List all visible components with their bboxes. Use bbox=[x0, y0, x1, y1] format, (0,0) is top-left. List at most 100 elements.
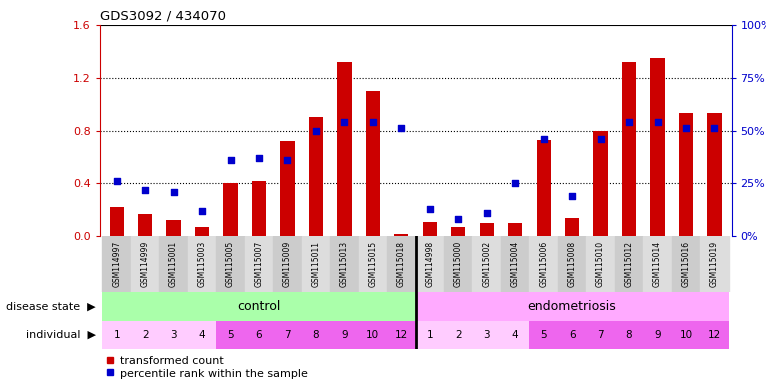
Bar bbox=[473, 236, 501, 292]
Bar bbox=[188, 236, 216, 292]
Bar bbox=[252, 181, 266, 236]
Text: GSM115019: GSM115019 bbox=[710, 241, 719, 287]
Text: GSM115001: GSM115001 bbox=[169, 241, 178, 287]
Point bbox=[196, 208, 208, 214]
Text: 4: 4 bbox=[512, 330, 519, 340]
Bar bbox=[415, 292, 728, 321]
Bar bbox=[273, 321, 302, 349]
Text: GDS3092 / 434070: GDS3092 / 434070 bbox=[100, 9, 225, 22]
Bar bbox=[245, 321, 273, 349]
Text: GSM114999: GSM114999 bbox=[141, 241, 149, 287]
Bar bbox=[302, 236, 330, 292]
Bar bbox=[444, 321, 473, 349]
Point bbox=[224, 157, 237, 163]
Bar bbox=[650, 58, 665, 236]
Text: 9: 9 bbox=[341, 330, 348, 340]
Bar bbox=[529, 236, 558, 292]
Bar bbox=[103, 292, 415, 321]
Text: 5: 5 bbox=[228, 330, 234, 340]
Text: 3: 3 bbox=[483, 330, 490, 340]
Bar bbox=[273, 236, 302, 292]
Text: endometriosis: endometriosis bbox=[528, 300, 617, 313]
Point bbox=[253, 155, 265, 161]
Text: 7: 7 bbox=[597, 330, 604, 340]
Text: 6: 6 bbox=[569, 330, 575, 340]
Text: 12: 12 bbox=[708, 330, 721, 340]
Bar bbox=[529, 321, 558, 349]
Legend: transformed count, percentile rank within the sample: transformed count, percentile rank withi… bbox=[105, 355, 309, 380]
Point bbox=[168, 189, 180, 195]
Bar bbox=[586, 321, 615, 349]
Bar bbox=[387, 236, 415, 292]
Bar bbox=[451, 227, 466, 236]
Bar bbox=[586, 236, 615, 292]
Bar bbox=[103, 321, 131, 349]
Bar bbox=[622, 62, 637, 236]
Point bbox=[339, 119, 351, 125]
Text: 3: 3 bbox=[170, 330, 177, 340]
Bar bbox=[536, 140, 551, 236]
Text: 9: 9 bbox=[654, 330, 661, 340]
Bar bbox=[594, 131, 607, 236]
Text: 2: 2 bbox=[142, 330, 149, 340]
Bar bbox=[558, 236, 586, 292]
Point bbox=[309, 127, 322, 134]
Text: 1: 1 bbox=[427, 330, 433, 340]
Bar bbox=[131, 236, 159, 292]
Bar bbox=[138, 214, 152, 236]
Bar bbox=[415, 236, 444, 292]
Bar bbox=[280, 141, 295, 236]
Point bbox=[566, 193, 578, 199]
Bar bbox=[508, 223, 522, 236]
Bar bbox=[558, 321, 586, 349]
Text: GSM115012: GSM115012 bbox=[624, 241, 633, 287]
Bar bbox=[415, 321, 444, 349]
Bar bbox=[700, 236, 728, 292]
Text: GSM115002: GSM115002 bbox=[483, 241, 491, 287]
Bar bbox=[394, 233, 408, 236]
Bar bbox=[330, 236, 358, 292]
Text: 7: 7 bbox=[284, 330, 291, 340]
Bar bbox=[302, 321, 330, 349]
Bar bbox=[643, 321, 672, 349]
Text: GSM115013: GSM115013 bbox=[340, 241, 349, 287]
Bar bbox=[224, 184, 237, 236]
Text: GSM115007: GSM115007 bbox=[254, 241, 264, 287]
Point bbox=[139, 187, 151, 193]
Bar bbox=[216, 236, 245, 292]
Text: 5: 5 bbox=[540, 330, 547, 340]
Text: GSM114997: GSM114997 bbox=[112, 241, 121, 287]
Bar bbox=[216, 321, 245, 349]
Point bbox=[480, 210, 493, 216]
Text: GSM115016: GSM115016 bbox=[682, 241, 690, 287]
Bar bbox=[245, 236, 273, 292]
Bar bbox=[365, 91, 380, 236]
Point bbox=[395, 125, 408, 131]
Bar bbox=[330, 321, 358, 349]
Bar bbox=[480, 223, 494, 236]
Point bbox=[709, 125, 721, 131]
Bar bbox=[358, 321, 387, 349]
Bar bbox=[195, 227, 209, 236]
Point bbox=[452, 216, 464, 222]
Point bbox=[680, 125, 692, 131]
Bar bbox=[707, 113, 722, 236]
Text: GSM115008: GSM115008 bbox=[568, 241, 577, 287]
Bar bbox=[615, 236, 643, 292]
Bar bbox=[501, 321, 529, 349]
Bar bbox=[131, 321, 159, 349]
Bar bbox=[700, 321, 728, 349]
Text: control: control bbox=[237, 300, 280, 313]
Text: 8: 8 bbox=[313, 330, 319, 340]
Point bbox=[651, 119, 663, 125]
Bar bbox=[358, 236, 387, 292]
Text: GSM115015: GSM115015 bbox=[368, 241, 378, 287]
Point bbox=[424, 206, 436, 212]
Text: GSM115014: GSM115014 bbox=[653, 241, 662, 287]
Text: GSM115000: GSM115000 bbox=[453, 241, 463, 287]
Text: GSM115018: GSM115018 bbox=[397, 241, 406, 287]
Bar bbox=[672, 236, 700, 292]
Text: 10: 10 bbox=[679, 330, 692, 340]
Bar bbox=[103, 236, 131, 292]
Bar bbox=[159, 236, 188, 292]
